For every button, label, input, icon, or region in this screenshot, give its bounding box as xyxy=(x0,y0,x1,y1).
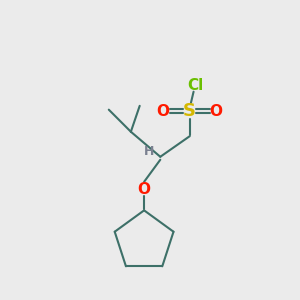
Text: Cl: Cl xyxy=(187,78,203,93)
Text: S: S xyxy=(183,102,196,120)
Text: O: O xyxy=(157,103,170,118)
Text: O: O xyxy=(210,103,223,118)
Text: O: O xyxy=(138,182,151,197)
Text: H: H xyxy=(144,145,154,158)
